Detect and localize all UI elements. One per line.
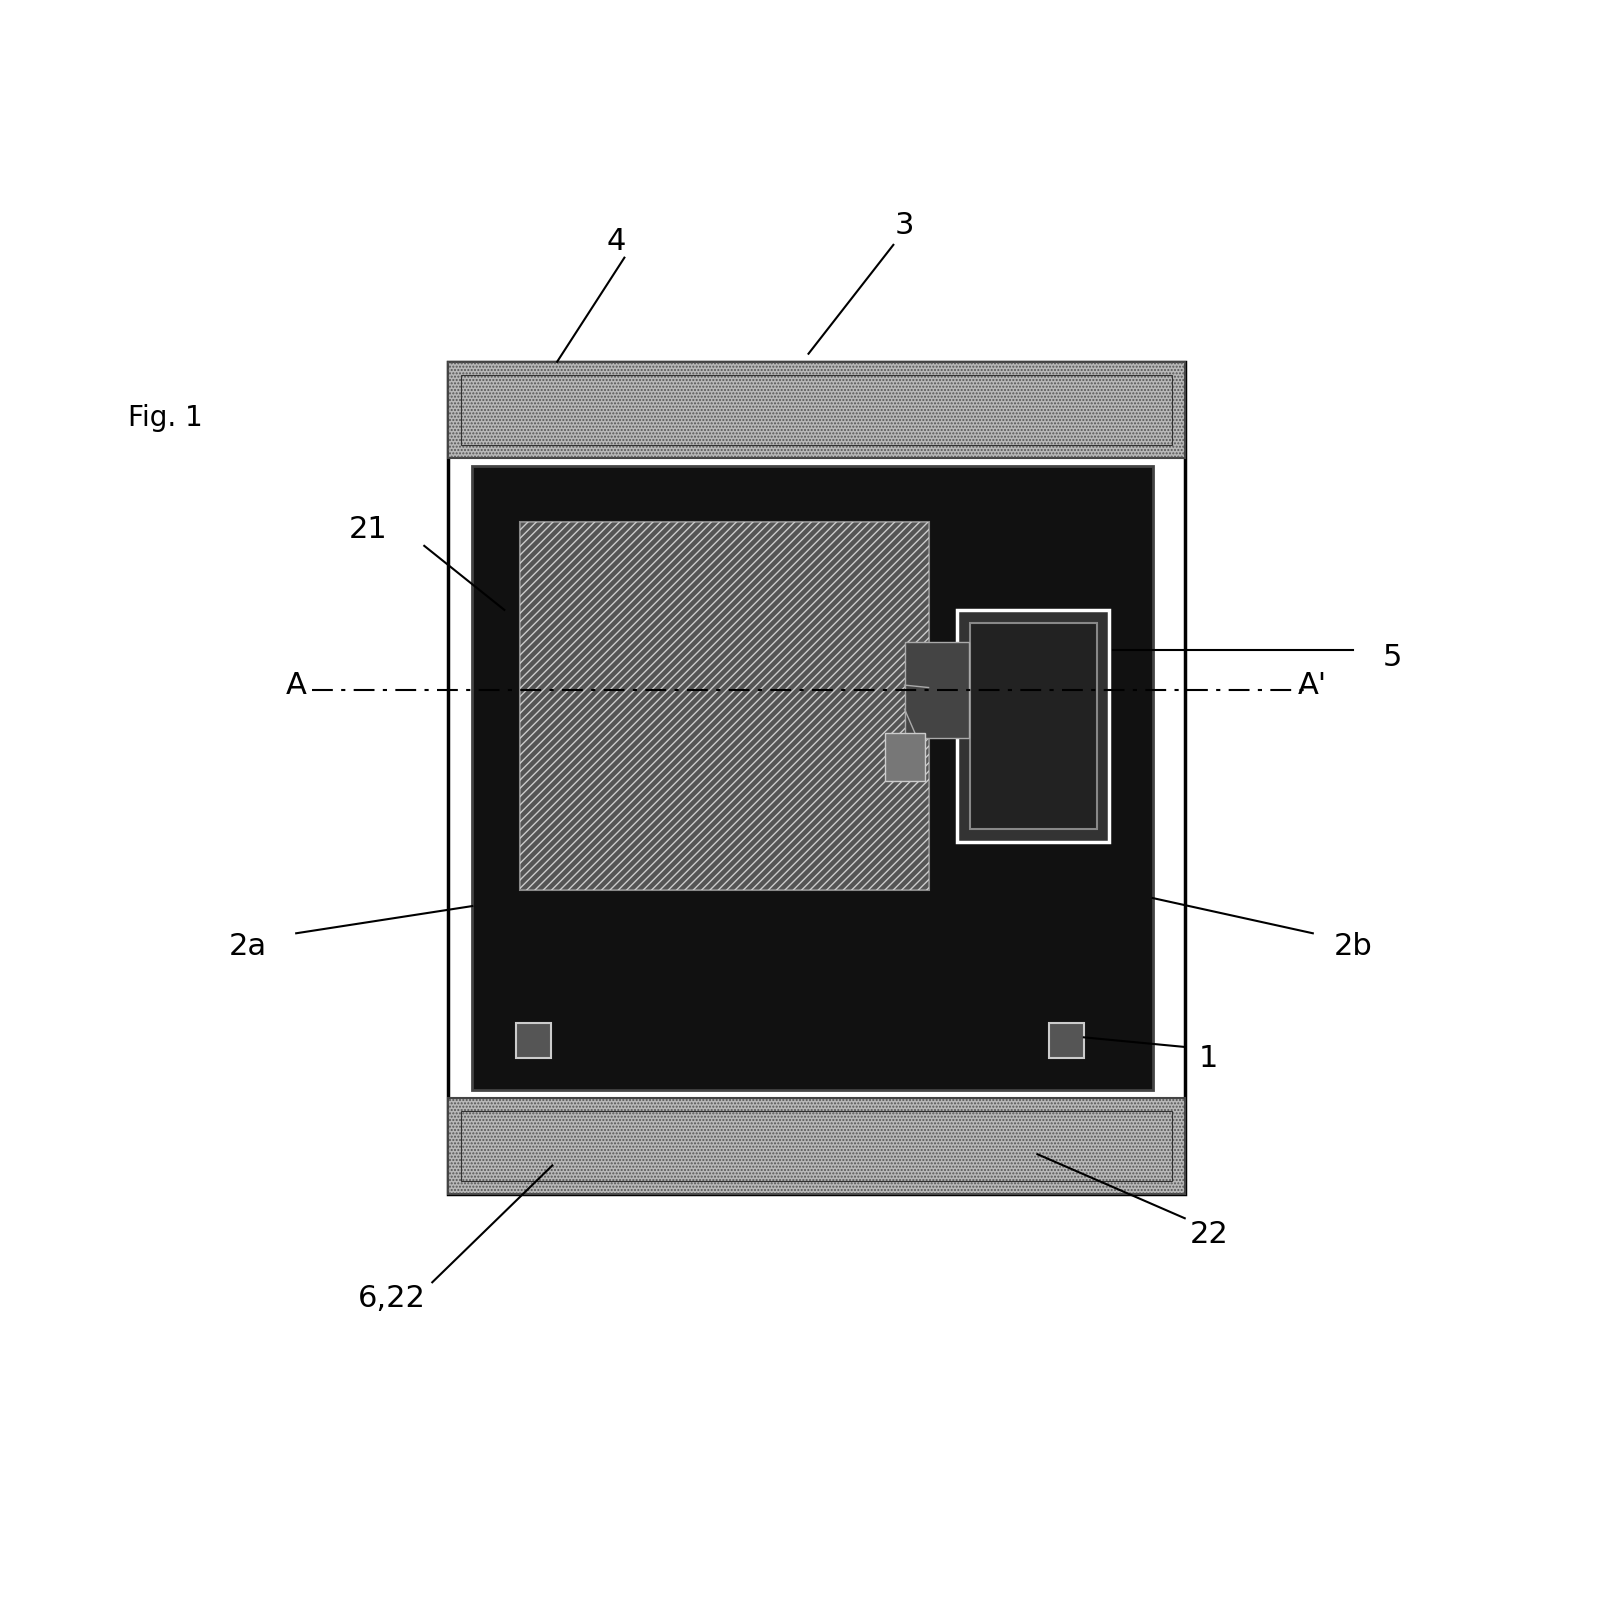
Text: A': A' [1298, 671, 1327, 700]
Bar [970, 622, 1097, 829]
Text: 21: 21 [349, 515, 387, 544]
Text: 6,22: 6,22 [359, 1283, 426, 1312]
Bar [472, 467, 1153, 1090]
Text: Fig. 1: Fig. 1 [128, 403, 203, 433]
Bar [448, 1098, 1185, 1194]
Text: A: A [285, 671, 307, 700]
Text: 5: 5 [1383, 643, 1402, 672]
Bar [448, 361, 1185, 1194]
Bar [448, 1098, 1185, 1194]
Bar [1049, 1022, 1084, 1058]
Bar [520, 522, 929, 889]
Bar [905, 642, 969, 739]
Text: 4: 4 [607, 227, 626, 256]
Bar [448, 361, 1185, 458]
Text: 2a: 2a [229, 931, 267, 961]
Bar [957, 609, 1109, 842]
Text: 22: 22 [1190, 1220, 1228, 1249]
Text: 2b: 2b [1334, 931, 1372, 961]
Bar [885, 734, 925, 781]
Bar [448, 361, 1185, 458]
Bar [520, 522, 929, 889]
Bar [516, 1022, 551, 1058]
Text: 1: 1 [1199, 1043, 1218, 1072]
Bar [461, 374, 1172, 446]
Bar [461, 1111, 1172, 1181]
Text: 3: 3 [895, 211, 914, 240]
